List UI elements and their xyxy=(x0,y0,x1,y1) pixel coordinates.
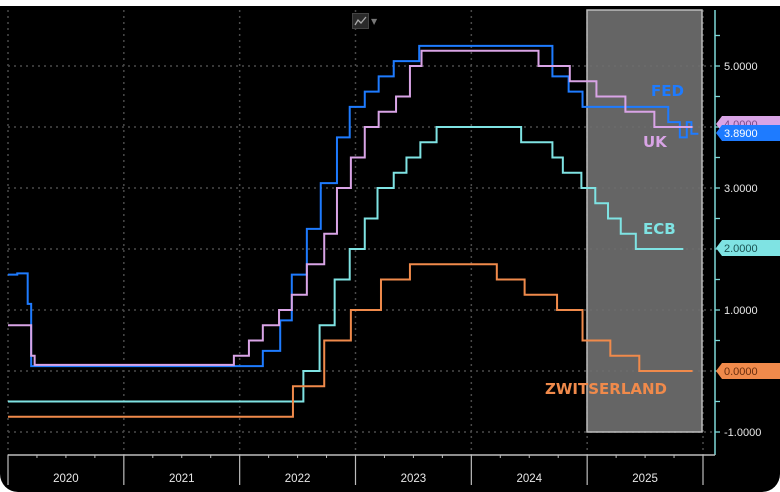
y-tick-label: -1.0000 xyxy=(724,427,761,439)
y-tick-label: 3.0000 xyxy=(724,183,758,195)
series-label-fed: FED xyxy=(651,82,684,100)
value-badge-zwitserland: 0.0000 xyxy=(716,363,780,379)
forecast-shaded-region xyxy=(586,9,703,433)
value-badge-text: 2.0000 xyxy=(724,243,758,255)
value-badge-ecb: 2.0000 xyxy=(716,240,780,256)
x-tick-label: 2023 xyxy=(401,473,427,485)
y-tick-label: 5.0000 xyxy=(724,61,758,73)
value-badge-text: 0.0000 xyxy=(724,366,758,378)
line-chart-icon xyxy=(352,13,369,29)
series-line-ecb xyxy=(8,126,684,403)
value-badge-fed: 3.8900 xyxy=(716,125,780,141)
series-line-fed xyxy=(8,44,699,368)
y-tick-label: 1.0000 xyxy=(724,305,758,317)
x-tick-label: 2021 xyxy=(169,473,195,485)
series-line-uk xyxy=(8,49,693,366)
x-tick-label: 2025 xyxy=(632,473,658,485)
series-label-zwitserland: ZWITSERLAND xyxy=(545,380,667,398)
series-label-ecb: ECB xyxy=(643,220,676,238)
series-line-zwitserland xyxy=(8,263,693,418)
x-tick-label: 2024 xyxy=(516,473,542,485)
x-tick-label: 2022 xyxy=(285,473,311,485)
y-axis: 5.0000 3.0000 1.0000 -1.0000 xyxy=(714,10,761,455)
series-labels: FED UK ECB ZWITSERLAND xyxy=(545,82,684,398)
x-axis: 2020 2021 2022 2023 2024 2025 xyxy=(7,454,715,485)
chevron-down-icon: ▼ xyxy=(371,16,378,26)
series-lines xyxy=(8,44,699,418)
series-label-uk: UK xyxy=(643,133,668,151)
x-tick-label: 2020 xyxy=(53,473,79,485)
chart-type-button[interactable]: ▼ xyxy=(352,12,382,30)
value-badge-text: 3.8900 xyxy=(724,128,758,140)
